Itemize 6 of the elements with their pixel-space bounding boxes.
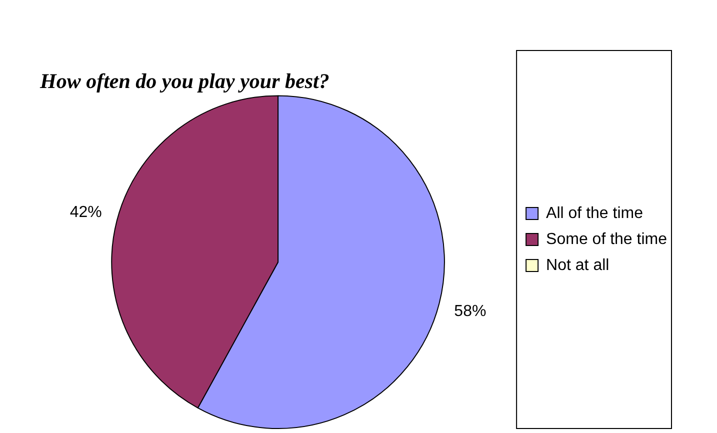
legend-label: All of the time — [546, 204, 644, 222]
chart-title: How often do you play your best? — [39, 69, 330, 94]
legend-label: Some of the time — [546, 230, 668, 248]
data-label: 58% — [454, 302, 486, 320]
legend-label: Not at all — [546, 256, 610, 274]
data-label: 42% — [70, 204, 102, 222]
